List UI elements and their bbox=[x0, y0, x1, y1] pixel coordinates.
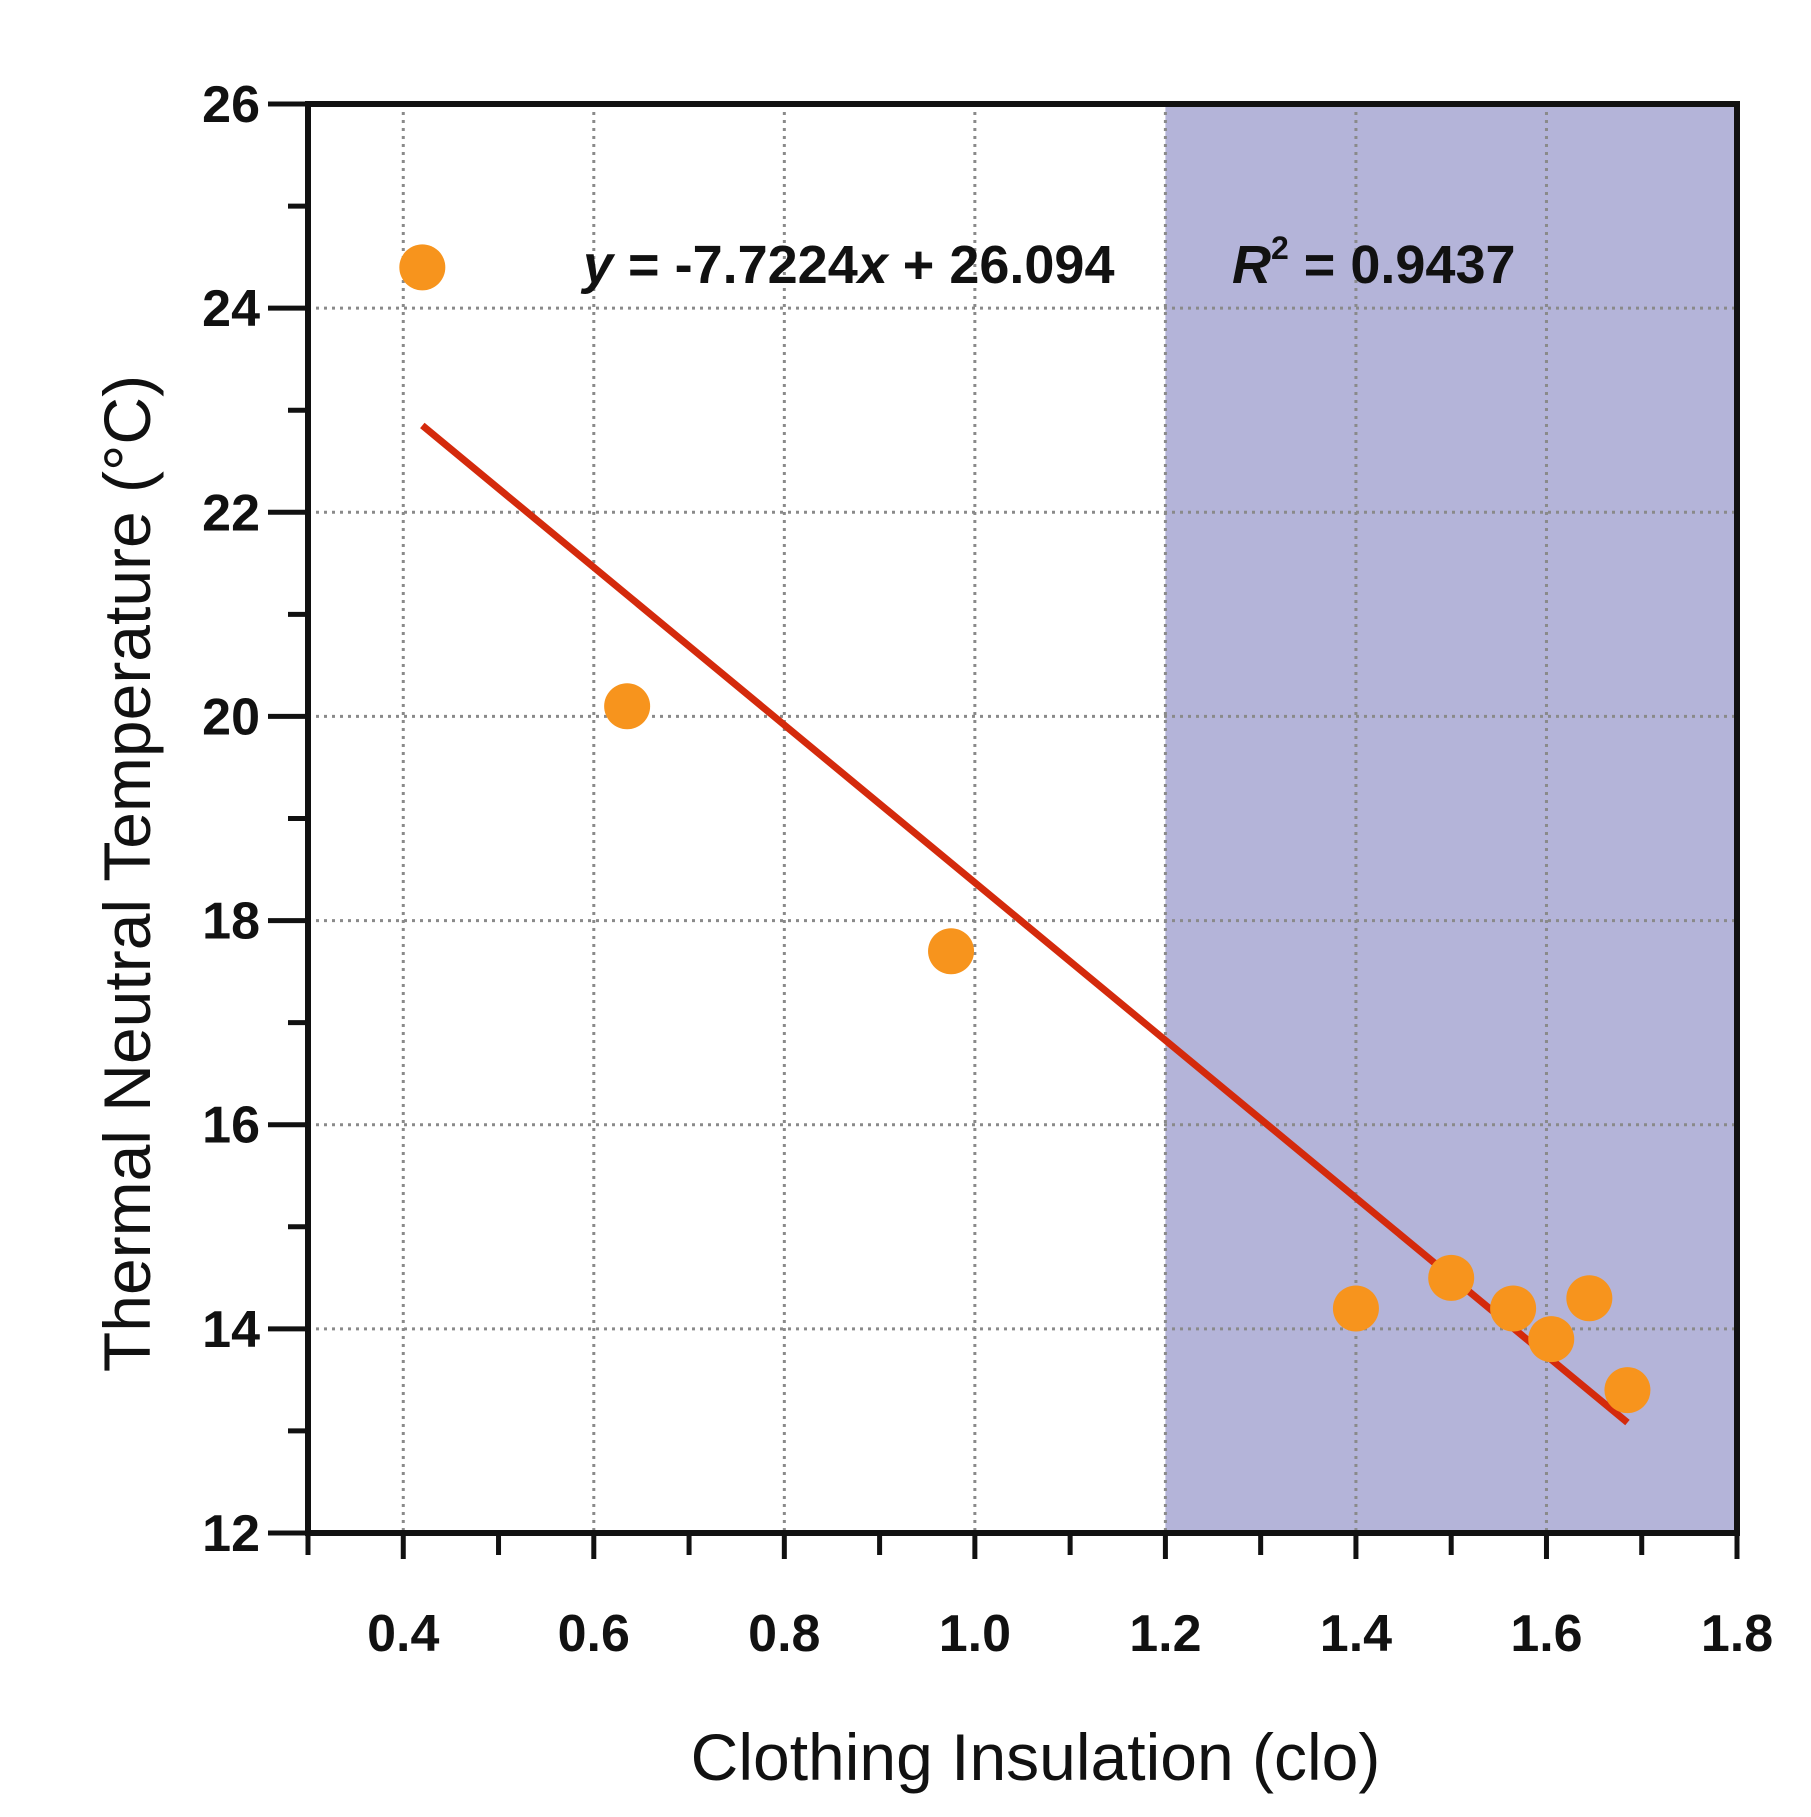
eq-body: = -7.7224 bbox=[613, 235, 858, 295]
x-tick-label: 0.6 bbox=[558, 1605, 630, 1663]
x-tick-label: 0.8 bbox=[748, 1605, 820, 1663]
x-tick-label: 0.4 bbox=[367, 1605, 439, 1663]
y-tick-label: 16 bbox=[202, 1097, 260, 1155]
y-axis-title: Thermal Neutral Temperature (°C) bbox=[90, 375, 164, 1372]
y-tick-label: 14 bbox=[202, 1301, 260, 1359]
r-value: = 0.9437 bbox=[1289, 235, 1516, 295]
r-superscript: 2 bbox=[1271, 230, 1289, 266]
eq-tail: + 26.094 bbox=[888, 235, 1115, 295]
data-point-8 bbox=[1604, 1367, 1651, 1414]
x-tick-label: 1.8 bbox=[1701, 1605, 1773, 1663]
regression-equation: y = -7.7224x + 26.094 bbox=[580, 235, 1115, 295]
y-tick-label: 18 bbox=[202, 893, 260, 951]
y-tick-label: 20 bbox=[202, 688, 260, 746]
y-tick-label: 22 bbox=[202, 484, 260, 542]
shaded-region bbox=[1165, 104, 1737, 1533]
x-tick-label: 1.6 bbox=[1510, 1605, 1582, 1663]
data-point-4 bbox=[1428, 1254, 1475, 1301]
r-squared-label: R2 = 0.9437 bbox=[1232, 230, 1516, 295]
data-point-6 bbox=[1528, 1316, 1575, 1363]
y-tick-label: 12 bbox=[202, 1505, 260, 1563]
x-axis-title: Clothing Insulation (clo) bbox=[691, 1720, 1381, 1794]
x-tick-label: 1.0 bbox=[939, 1605, 1011, 1663]
y-tick-label: 26 bbox=[202, 76, 260, 134]
trend-line bbox=[420, 422, 1630, 1426]
x-tick-label: 1.2 bbox=[1129, 1605, 1201, 1663]
data-point-2 bbox=[928, 928, 975, 975]
data-point-3 bbox=[1332, 1285, 1379, 1332]
y-axis-ticks: 12 14 16 18 20 22 24 26 bbox=[202, 76, 308, 1563]
data-point-1 bbox=[604, 683, 651, 730]
y-tick-label: 24 bbox=[202, 280, 260, 338]
eq-y: y bbox=[580, 235, 616, 295]
data-point-7 bbox=[1566, 1275, 1613, 1322]
data-point-5 bbox=[1490, 1285, 1537, 1332]
data-point-0 bbox=[399, 244, 446, 291]
data-points bbox=[399, 244, 1651, 1414]
eq-x: x bbox=[855, 235, 890, 295]
x-tick-label: 1.4 bbox=[1320, 1605, 1392, 1663]
r-letter: R bbox=[1232, 235, 1271, 295]
x-axis-ticks: 0.4 0.6 0.8 1.0 1.2 1.4 1.6 1.8 bbox=[305, 1533, 1773, 1663]
